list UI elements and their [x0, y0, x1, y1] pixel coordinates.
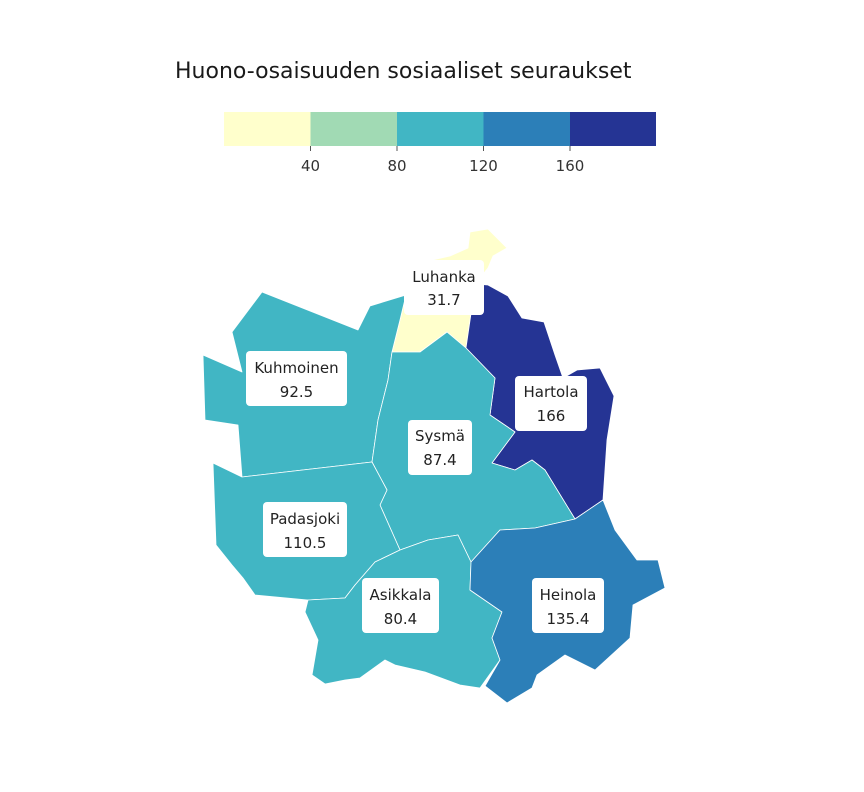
- legend-bin-3: [483, 112, 571, 146]
- region-name: Hartola: [523, 383, 578, 401]
- label-box: [404, 260, 484, 315]
- region-name: Heinola: [540, 586, 597, 604]
- region-labels: Luhanka 31.7 Kuhmoinen 92.5 Hartola 166 …: [246, 260, 604, 633]
- region-value: 92.5: [280, 383, 313, 401]
- label-sysma: Sysmä 87.4: [408, 420, 472, 475]
- label-asikkala: Asikkala 80.4: [362, 578, 439, 633]
- map-title: Huono-osaisuuden sosiaaliset seuraukset: [175, 59, 632, 84]
- region-name: Padasjoki: [270, 510, 340, 528]
- legend-tick-label: 80: [387, 157, 406, 175]
- region-name: Kuhmoinen: [254, 359, 338, 377]
- region-value: 87.4: [423, 451, 456, 469]
- legend-bin-4: [570, 112, 656, 146]
- region-name: Asikkala: [370, 586, 432, 604]
- legend-bin-2: [397, 112, 484, 146]
- legend-tick-label: 40: [301, 157, 320, 175]
- region-name: Sysmä: [415, 427, 465, 445]
- region-value: 110.5: [284, 534, 327, 552]
- label-box: [246, 351, 347, 406]
- region-value: 135.4: [547, 610, 590, 628]
- label-box: [532, 578, 604, 633]
- label-hartola: Hartola 166: [515, 376, 587, 431]
- label-padasjoki: Padasjoki 110.5: [263, 502, 347, 557]
- label-box: [362, 578, 439, 633]
- region-value: 31.7: [427, 291, 460, 309]
- label-box: [515, 376, 587, 431]
- legend-tick-label: 160: [556, 157, 585, 175]
- region-name: Luhanka: [412, 268, 475, 286]
- legend-bin-0: [224, 112, 311, 146]
- legend-tick-label: 120: [469, 157, 498, 175]
- label-luhanka: Luhanka 31.7: [404, 260, 484, 315]
- region-value: 80.4: [384, 610, 417, 628]
- label-box: [263, 502, 347, 557]
- legend: 40 80 120 160: [224, 112, 656, 175]
- legend-bin-1: [310, 112, 398, 146]
- label-kuhmoinen: Kuhmoinen 92.5: [246, 351, 347, 406]
- label-box: [408, 420, 472, 475]
- region-value: 166: [537, 407, 566, 425]
- label-heinola: Heinola 135.4: [532, 578, 604, 633]
